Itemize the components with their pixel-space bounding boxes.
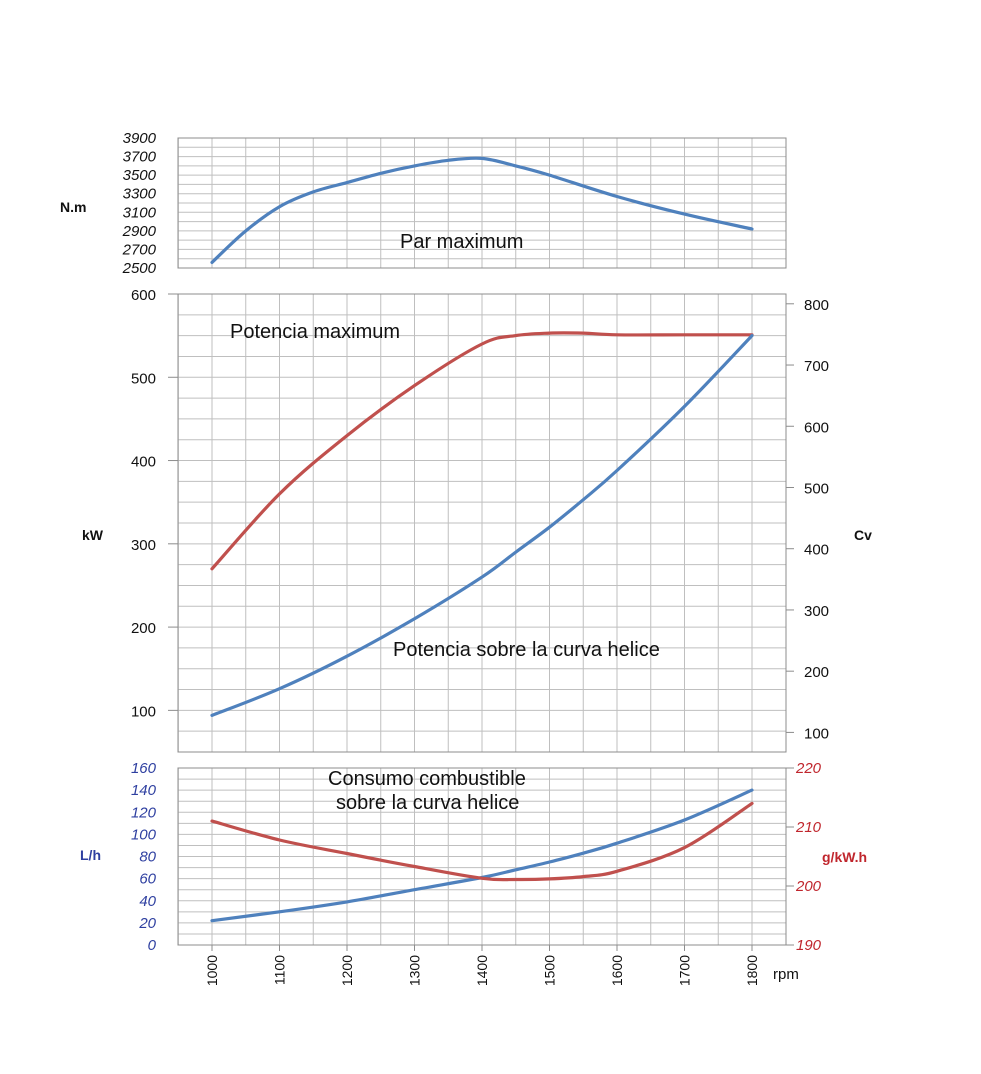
consumption-left-tick: 140: [131, 782, 157, 799]
power-left-axis-label: kW: [82, 527, 104, 543]
rpm-tick: 1200: [339, 955, 355, 986]
torque-axis-label: N.m: [60, 199, 86, 215]
power-right-tick: 500: [804, 480, 829, 497]
rpm-tick: 1300: [407, 955, 423, 986]
max-power-line: [210, 331, 754, 571]
propeller-power-annotation: Potencia sobre la curva helice: [393, 639, 660, 661]
torque-y-tick: 3500: [123, 167, 157, 184]
power-left-tick: 100: [131, 703, 156, 720]
consumption-left-tick: 160: [131, 760, 157, 777]
consumption-right-tick: 220: [795, 760, 822, 777]
power-right-axis-label: Cv: [854, 527, 872, 543]
torque-y-tick: 3300: [123, 186, 157, 203]
torque-frame: [177, 137, 787, 269]
consumption-right-tick: 190: [796, 937, 822, 954]
frame-layer: [168, 137, 794, 951]
torque-line: [210, 156, 754, 264]
rpm-tick: 1600: [609, 955, 625, 986]
power-left-tick: 500: [131, 370, 156, 387]
torque-y-tick: 2900: [122, 223, 157, 240]
power-left-tick: 300: [131, 537, 156, 554]
grid-layer: [177, 137, 787, 946]
max-power-annotation: Potencia maximum: [230, 321, 400, 343]
rpm-tick: 1000: [204, 955, 220, 986]
rpm-tick: 1100: [272, 955, 288, 985]
consumption-left-tick: 80: [139, 849, 156, 866]
torque-annotation: Par maximum: [400, 231, 523, 253]
consumption-left-tick: 120: [131, 804, 157, 821]
consumption-left-tick: 100: [131, 826, 157, 843]
consumption-annotation-line1: Consumo combustible: [328, 768, 526, 790]
torque-y-tick: 3100: [123, 204, 157, 221]
consumption-annotation-line2: sobre la curva helice: [336, 792, 519, 814]
power-right-tick: 700: [804, 358, 829, 375]
power-right-tick: 800: [804, 297, 829, 314]
consumption-left-axis-label: L/h: [80, 847, 101, 863]
power-right-tick: 600: [804, 419, 829, 436]
rpm-tick: 1400: [474, 955, 490, 986]
text-layer: 2500270029003100330035003700390010020030…: [122, 130, 829, 986]
power-right-tick: 100: [804, 725, 829, 742]
power-right-tick: 300: [804, 603, 829, 620]
torque-y-tick: 2700: [122, 241, 157, 258]
consumption-right-tick: 210: [795, 819, 822, 836]
power-left-tick: 600: [131, 287, 156, 304]
consumption-left-tick: 20: [138, 915, 156, 932]
propeller-power-line: [210, 334, 754, 717]
rpm-tick: 1500: [542, 955, 558, 986]
consumption-left-tick: 60: [139, 871, 156, 888]
power-left-tick: 200: [131, 620, 156, 637]
consumption-left-tick: 0: [148, 937, 157, 954]
power-frame: [177, 293, 787, 753]
rpm-tick: 1800: [744, 955, 760, 986]
torque-y-tick: 3700: [123, 149, 157, 166]
power-right-tick: 400: [804, 542, 829, 559]
torque-y-tick: 3900: [123, 130, 157, 147]
consumption-right-tick: 200: [795, 878, 822, 895]
consumption-left-tick: 40: [139, 893, 156, 910]
rpm-tick: 1700: [677, 955, 693, 986]
torque-y-tick: 2500: [122, 260, 157, 277]
specific-consumption-line: [210, 801, 754, 882]
power-left-tick: 400: [131, 454, 156, 471]
consumption-right-axis-label: g/kW.h: [822, 849, 867, 865]
rpm-axis-label: rpm: [773, 966, 799, 983]
series-layer: [210, 156, 754, 923]
fuel-consumption-line: [210, 788, 754, 923]
power-right-tick: 200: [804, 664, 829, 681]
